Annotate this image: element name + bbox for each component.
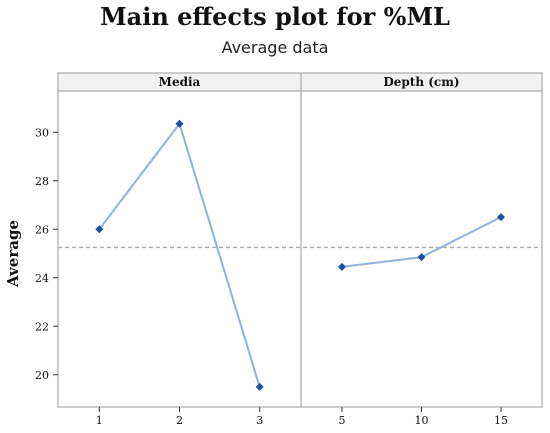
data-point <box>337 262 346 271</box>
x-tick-label: 10 <box>415 414 429 427</box>
series-line-0 <box>98 121 261 388</box>
y-tick-label: 28 <box>35 175 49 188</box>
data-point <box>95 225 104 234</box>
data-point <box>175 119 184 128</box>
x-tick-label: 1 <box>96 414 103 427</box>
x-tick-label: 15 <box>494 414 508 427</box>
panel-title-1: Depth (cm) <box>383 75 459 89</box>
data-point <box>255 382 264 391</box>
y-tick-label: 24 <box>35 272 49 285</box>
plot-frame <box>57 72 543 408</box>
chart-title: Main effects plot for %ML <box>100 2 450 31</box>
y-tick-label: 22 <box>35 320 49 333</box>
panel-header-bg <box>58 73 542 91</box>
x-tick-label: 5 <box>338 414 345 427</box>
y-axis-label: Average <box>4 220 22 288</box>
chart-subtitle: Average data <box>221 38 329 57</box>
data-point <box>497 213 506 222</box>
y-tick-label: 26 <box>35 223 49 236</box>
data-point <box>417 253 426 262</box>
x-tick-label: 2 <box>176 414 183 427</box>
y-tick-label: 20 <box>35 369 49 382</box>
y-tick-label: 30 <box>35 126 49 139</box>
panel-title-0: Media <box>159 75 201 89</box>
x-tick-label: 3 <box>256 414 263 427</box>
